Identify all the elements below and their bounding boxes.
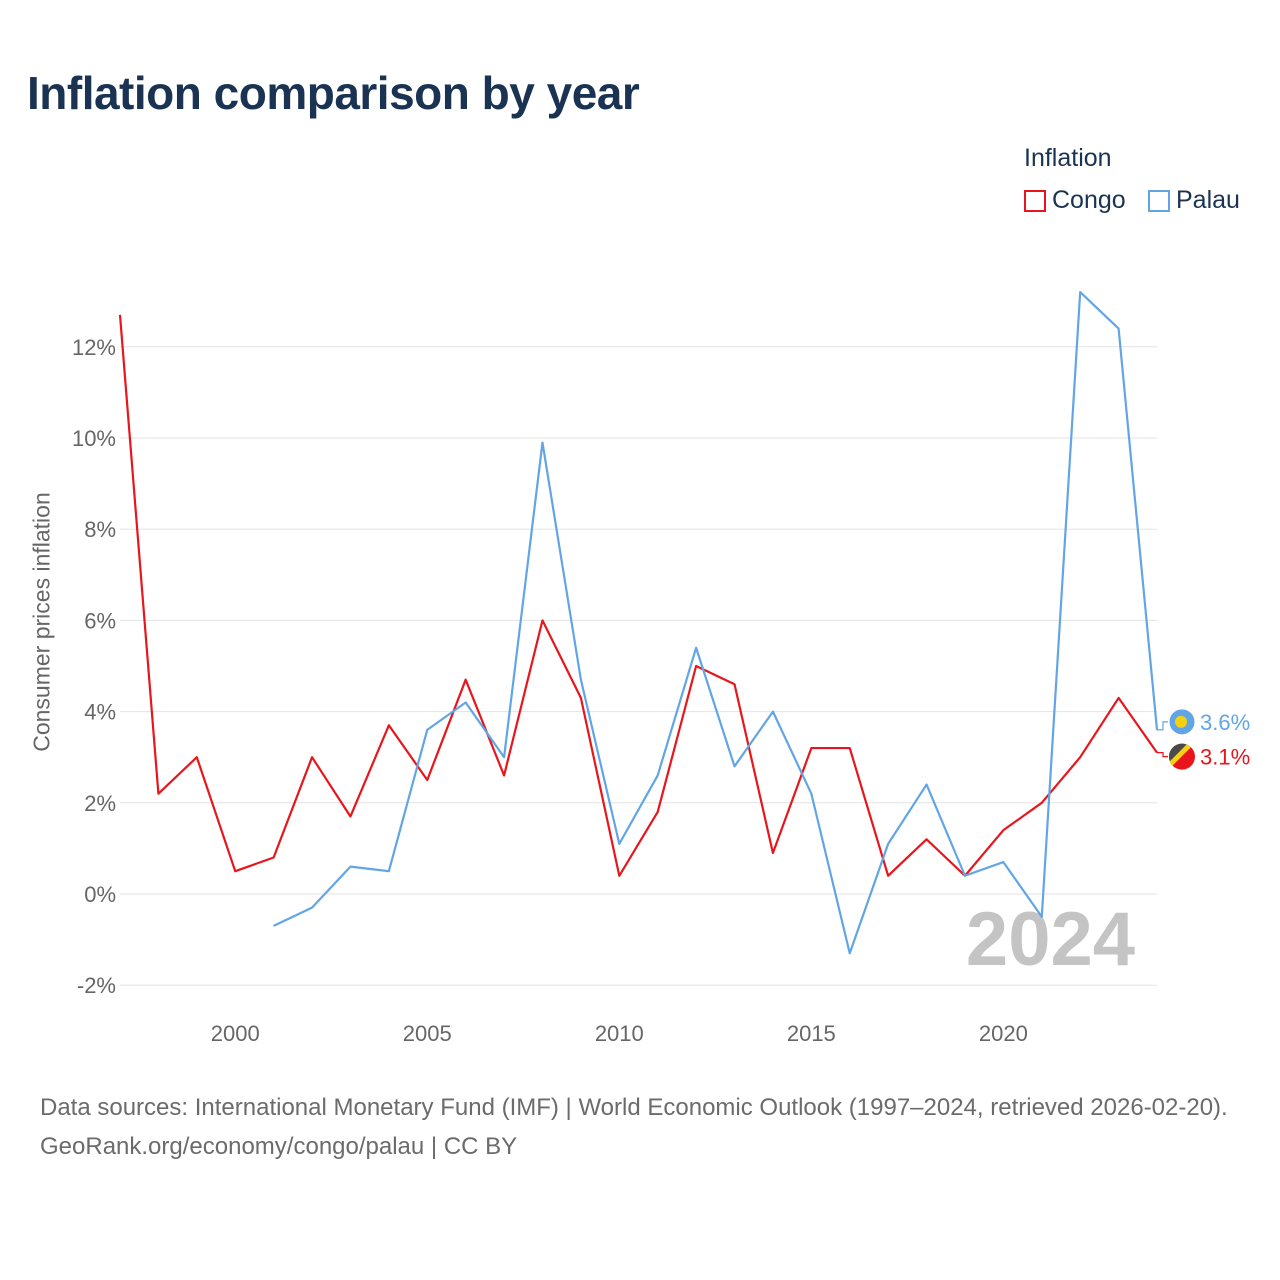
y-axis-ticks: -2% 0% 2% 4% 6% 8% 10% 12% bbox=[72, 335, 116, 998]
x-tick-label: 2015 bbox=[787, 1021, 836, 1046]
series-lines bbox=[118, 290, 1159, 955]
y-tick-label: 8% bbox=[84, 517, 116, 542]
flag-icon-palau bbox=[1168, 708, 1196, 736]
end-connector-palau bbox=[1157, 721, 1168, 731]
y-tick-label: 6% bbox=[84, 608, 116, 633]
chart-title: Inflation comparison by year bbox=[27, 67, 640, 119]
legend-label-congo: Congo bbox=[1052, 186, 1126, 214]
x-tick-label: 2005 bbox=[403, 1021, 452, 1046]
year-watermark: 2024 bbox=[966, 897, 1135, 982]
legend-swatch-palau bbox=[1148, 189, 1170, 212]
legend-title: Inflation bbox=[1024, 144, 1112, 172]
y-tick-label: 10% bbox=[72, 426, 116, 451]
source-note: Data sources: International Monetary Fun… bbox=[40, 1088, 1250, 1166]
line-chart: -2% 0% 2% 4% 6% 8% 10% 12% 2000 2005 2010 2015 2020… bbox=[72, 290, 1250, 1046]
y-tick-label: 2% bbox=[84, 791, 116, 816]
legend-label-palau: Palau bbox=[1176, 186, 1240, 214]
source-line: Data sources: International Monetary Fun… bbox=[40, 1094, 1228, 1121]
flag-icon-congo bbox=[1169, 743, 1195, 770]
end-value-label-congo: 3.1% bbox=[1200, 745, 1250, 770]
legend-item-congo[interactable]: Congo bbox=[1024, 186, 1126, 215]
y-tick-label: -2% bbox=[77, 973, 116, 998]
x-tick-label: 2020 bbox=[979, 1021, 1028, 1046]
legend-swatch-congo bbox=[1024, 189, 1046, 212]
y-tick-label: 4% bbox=[84, 700, 116, 725]
y-tick-label: 0% bbox=[84, 882, 116, 907]
gridlines bbox=[120, 346, 1157, 986]
attribution-link[interactable]: GeoRank.org/economy/congo/palau | CC BY bbox=[40, 1133, 518, 1160]
x-axis-ticks: 2000 2005 2010 2015 2020 bbox=[211, 1021, 1028, 1046]
y-tick-label: 12% bbox=[72, 335, 116, 360]
series-line-congo[interactable] bbox=[118, 314, 1158, 877]
x-tick-label: 2000 bbox=[211, 1021, 260, 1046]
x-tick-label: 2010 bbox=[595, 1021, 644, 1046]
end-value-label-palau: 3.6% bbox=[1200, 710, 1250, 735]
series-line-palau[interactable] bbox=[273, 290, 1159, 955]
series-end-markers: 3.1% 3.6% bbox=[1157, 708, 1250, 770]
legend-item-palau[interactable]: Palau bbox=[1148, 186, 1240, 215]
end-connector-congo bbox=[1157, 752, 1168, 758]
